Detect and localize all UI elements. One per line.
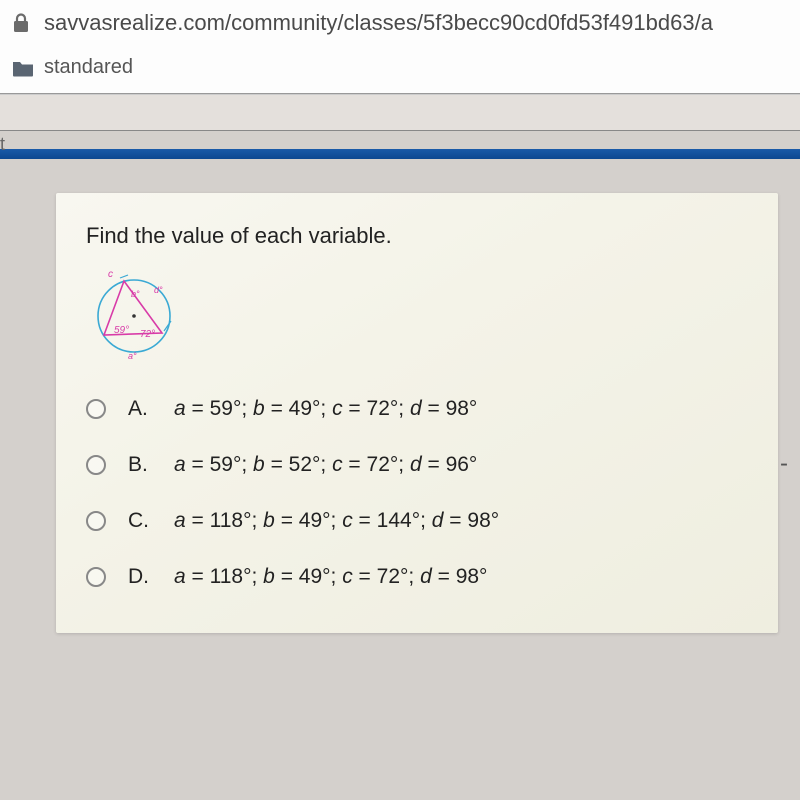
content-area: Find the value of each variable. 59° 72°… xyxy=(0,159,800,633)
option-text: a = 118°; b = 49°; c = 144°; d = 98° xyxy=(174,509,499,533)
stray-mark-icon: - xyxy=(780,450,788,478)
radio-icon[interactable] xyxy=(86,511,106,531)
option-text: a = 59°; b = 49°; c = 72°; d = 98° xyxy=(174,397,477,421)
tab-edge-icon: t xyxy=(0,134,8,158)
geometry-diagram: 59° 72° b° c d° a° xyxy=(86,261,186,361)
bookmarks-bar: standared xyxy=(0,46,800,94)
radio-icon[interactable] xyxy=(86,455,106,475)
options-list: A. a = 59°; b = 49°; c = 72°; d = 98° B.… xyxy=(86,381,748,605)
svg-text:a°: a° xyxy=(128,351,137,361)
url-text: savvasrealize.com/community/classes/5f3b… xyxy=(44,10,713,36)
question-card: Find the value of each variable. 59° 72°… xyxy=(56,193,778,633)
option-d[interactable]: D. a = 118°; b = 49°; c = 72°; d = 98° xyxy=(86,549,748,605)
question-prompt: Find the value of each variable. xyxy=(86,223,748,249)
svg-text:d°: d° xyxy=(154,285,163,295)
option-letter: C. xyxy=(128,509,152,533)
option-letter: A. xyxy=(128,397,152,421)
radio-icon[interactable] xyxy=(86,567,106,587)
toolbar-spacer xyxy=(0,95,800,131)
radio-icon[interactable] xyxy=(86,399,106,419)
browser-chrome: savvasrealize.com/community/classes/5f3b… xyxy=(0,0,800,95)
option-text: a = 118°; b = 49°; c = 72°; d = 98° xyxy=(174,565,487,589)
option-letter: B. xyxy=(128,453,152,477)
svg-text:c: c xyxy=(108,269,113,280)
blue-accent-bar xyxy=(0,149,800,159)
lock-icon xyxy=(12,13,30,33)
option-text: a = 59°; b = 52°; c = 72°; d = 96° xyxy=(174,453,477,477)
option-letter: D. xyxy=(128,565,152,589)
bookmark-label[interactable]: standared xyxy=(44,56,133,79)
option-a[interactable]: A. a = 59°; b = 49°; c = 72°; d = 98° xyxy=(86,381,748,437)
option-b[interactable]: B. a = 59°; b = 52°; c = 72°; d = 96° xyxy=(86,437,748,493)
option-c[interactable]: C. a = 118°; b = 49°; c = 144°; d = 98° xyxy=(86,493,748,549)
svg-text:72°: 72° xyxy=(140,329,155,340)
svg-text:59°: 59° xyxy=(114,325,129,336)
folder-icon xyxy=(12,59,34,77)
svg-text:b°: b° xyxy=(131,289,140,299)
url-bar[interactable]: savvasrealize.com/community/classes/5f3b… xyxy=(0,0,800,46)
